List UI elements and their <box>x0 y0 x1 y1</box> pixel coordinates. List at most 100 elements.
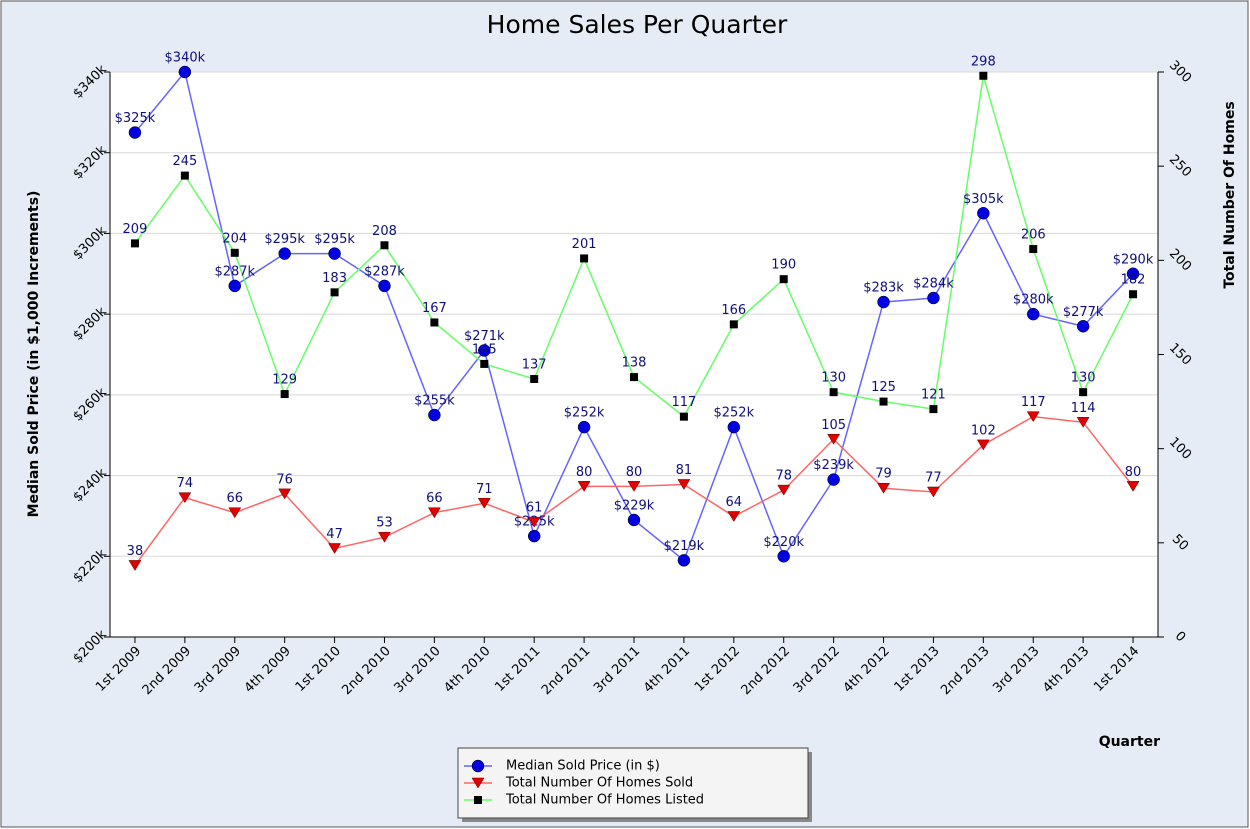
data-label: $219k <box>664 539 705 554</box>
marker <box>178 65 192 79</box>
marker <box>527 529 541 543</box>
marker <box>927 291 940 305</box>
data-label: $287k <box>364 264 405 279</box>
plot-area <box>110 72 1158 637</box>
marker <box>779 275 788 284</box>
data-label: $277k <box>1063 305 1104 320</box>
data-label: 61 <box>526 501 543 516</box>
marker <box>580 254 589 263</box>
marker <box>330 288 339 297</box>
data-label: $280k <box>1013 293 1054 308</box>
data-label: 129 <box>272 373 297 388</box>
chart-title: Home Sales Per Quarter <box>487 10 788 39</box>
marker <box>1126 481 1140 492</box>
legend: Median Sold Price (in $) Total Number Of … <box>457 747 812 822</box>
marker <box>230 248 239 257</box>
marker <box>128 560 142 571</box>
data-label: 117 <box>671 395 696 410</box>
marker <box>128 126 142 139</box>
marker <box>328 543 342 554</box>
marker <box>879 397 888 406</box>
data-label: 77 <box>925 470 942 485</box>
data-label: 80 <box>1125 465 1142 480</box>
marker <box>378 531 391 543</box>
marker <box>228 279 242 293</box>
data-label: 183 <box>322 271 347 286</box>
data-label: 138 <box>622 356 647 371</box>
data-label: 245 <box>172 154 197 169</box>
data-label: 102 <box>971 423 996 438</box>
marker <box>477 498 491 509</box>
marker <box>478 344 491 357</box>
marker <box>527 516 541 528</box>
marker <box>577 481 591 492</box>
data-label: 81 <box>676 463 693 478</box>
data-label: 125 <box>871 380 896 395</box>
data-label: 166 <box>721 303 746 318</box>
data-label: 130 <box>1071 371 1096 386</box>
data-label: 66 <box>226 491 243 506</box>
data-label: 78 <box>775 469 792 484</box>
data-label: 38 <box>127 544 144 559</box>
data-label: 80 <box>576 465 593 480</box>
data-label: 79 <box>875 467 892 482</box>
data-label: 114 <box>1071 401 1096 416</box>
data-label: 204 <box>222 231 247 246</box>
marker <box>378 279 391 293</box>
data-label: 76 <box>276 472 293 487</box>
marker <box>278 488 292 500</box>
marker <box>627 513 641 527</box>
marker <box>677 554 691 567</box>
marker <box>979 71 988 80</box>
data-label: $295k <box>314 232 355 247</box>
marker <box>630 373 638 382</box>
data-label: 209 <box>123 222 148 237</box>
marker <box>280 390 289 399</box>
data-label: $229k <box>614 498 655 513</box>
marker <box>727 420 741 434</box>
marker <box>180 171 189 180</box>
marker <box>380 241 389 250</box>
data-label: $295k <box>264 232 305 247</box>
marker <box>929 405 938 414</box>
marker <box>729 320 738 329</box>
marker <box>427 507 441 519</box>
marker <box>278 247 291 260</box>
marker <box>926 486 940 498</box>
data-label: 53 <box>376 516 393 531</box>
marker <box>130 239 139 248</box>
marker <box>1029 245 1038 254</box>
data-label: $255k <box>414 394 455 409</box>
legend-box <box>457 747 809 819</box>
marker <box>827 434 841 445</box>
marker <box>428 408 441 422</box>
data-label: $284k <box>913 277 954 292</box>
marker <box>877 482 890 494</box>
x-axis-title: Quarter <box>1099 734 1160 750</box>
marker <box>178 492 192 504</box>
legend-marker <box>471 777 485 789</box>
data-label: 66 <box>426 491 443 506</box>
marker <box>679 412 688 421</box>
data-label: 182 <box>1121 273 1146 288</box>
data-label: $305k <box>963 192 1004 207</box>
marker <box>829 388 838 397</box>
data-label: $252k <box>564 406 605 421</box>
marker <box>1126 267 1140 281</box>
marker <box>877 295 890 309</box>
y2-axis-title: Total Number Of Homes <box>1222 101 1238 288</box>
marker <box>480 359 489 368</box>
data-label: $340k <box>165 51 206 66</box>
data-label: 208 <box>372 224 397 239</box>
data-label: 145 <box>472 342 497 357</box>
marker <box>1076 417 1090 428</box>
data-label: 167 <box>422 301 447 316</box>
marker <box>976 439 990 451</box>
data-label: $220k <box>763 535 804 550</box>
data-label: $287k <box>214 264 255 279</box>
marker <box>627 481 641 492</box>
marker <box>530 374 539 383</box>
data-label: $239k <box>813 458 854 473</box>
data-label: 137 <box>522 357 547 372</box>
legend-marker <box>474 796 482 804</box>
